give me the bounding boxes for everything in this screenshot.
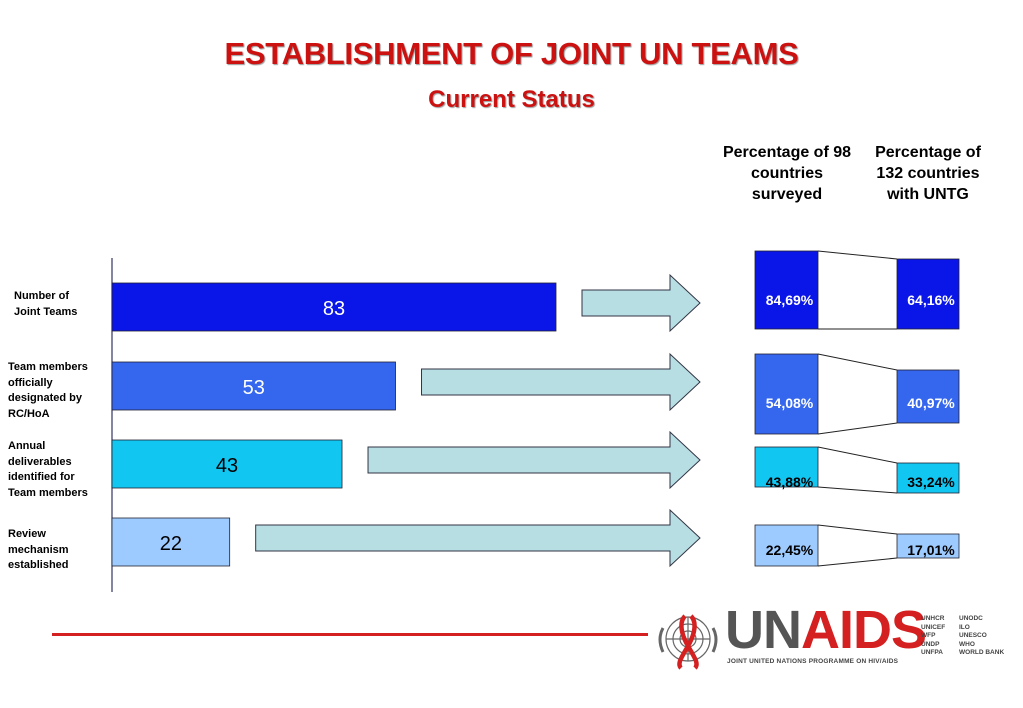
connector-line: [817, 557, 898, 567]
bar: [111, 282, 557, 332]
percent-surveyed-label: 84,69%: [766, 292, 814, 308]
connector-line: [817, 524, 898, 535]
percent-surveyed-box: [754, 353, 819, 435]
column-header-untg: Percentage of 132 countries with UNTG: [875, 144, 981, 203]
cosponsors-right: UNODC ILO UNESCO WHO WORLD BANK: [959, 615, 1005, 657]
percent-surveyed-label: 54,08%: [766, 395, 814, 411]
logo-tagline: JOINT UNITED NATIONS PROGRAMME ON HIV/AI…: [727, 658, 899, 665]
connector-line: [817, 446, 898, 464]
percent-untg-label: 33,24%: [907, 474, 955, 490]
footer-divider: [52, 633, 648, 636]
bar: [111, 361, 396, 411]
logo-un-text: UN: [725, 600, 802, 660]
percent-surveyed-box: [754, 524, 819, 567]
percent-untg-box: [896, 462, 960, 494]
arrow-icon: [255, 508, 701, 568]
percent-untg-box: [896, 533, 960, 559]
percent-untg-label: 40,97%: [907, 395, 955, 411]
category-label: Review mechanism established: [8, 528, 69, 571]
percent-surveyed-box: [754, 250, 819, 330]
percent-untg-box: [896, 369, 960, 424]
logo-aids-text: AIDS: [801, 600, 927, 660]
arrow-icon: [367, 430, 701, 490]
unaids-logo: UNAIDS JOINT UNITED NATIONS PROGRAMME ON…: [655, 600, 1015, 670]
percent-surveyed-label: 43,88%: [766, 474, 814, 490]
connector-line: [817, 353, 898, 371]
percent-untg-label: 64,16%: [907, 292, 955, 308]
category-label: Annual deliverables identified for Team mem…: [8, 440, 88, 499]
connector-line: [817, 486, 898, 494]
bar-value-label: 83: [323, 298, 345, 320]
category-label: Number of Joint Teams: [14, 290, 78, 318]
connector-line: [817, 422, 898, 435]
connector-line: [817, 250, 898, 260]
bar: [111, 439, 343, 489]
bar: [111, 517, 231, 567]
percent-surveyed-label: 22,45%: [766, 542, 814, 558]
percent-untg-label: 17,01%: [907, 542, 955, 558]
bar-value-label: 43: [216, 455, 238, 477]
percent-untg-box: [896, 258, 960, 330]
percent-surveyed-box: [754, 446, 819, 488]
arrow-icon: [421, 352, 701, 412]
category-label: Team members officially designated by RC/Ho…: [8, 361, 88, 420]
un-emblem-icon: [658, 614, 718, 670]
bar-value-label: 22: [160, 533, 182, 555]
column-header-surveyed: Percentage of 98 countries surveyed: [722, 144, 852, 203]
slide-title: ESTABLISHMENT OF JOINT UN TEAMS: [224, 36, 799, 71]
arrow-icon: [581, 273, 701, 333]
slide-subtitle: Current Status: [428, 86, 595, 113]
cosponsors-left: UNHCR UNICEF WFP UNDP UNFPA: [921, 615, 946, 657]
bar-value-label: 53: [243, 377, 265, 399]
